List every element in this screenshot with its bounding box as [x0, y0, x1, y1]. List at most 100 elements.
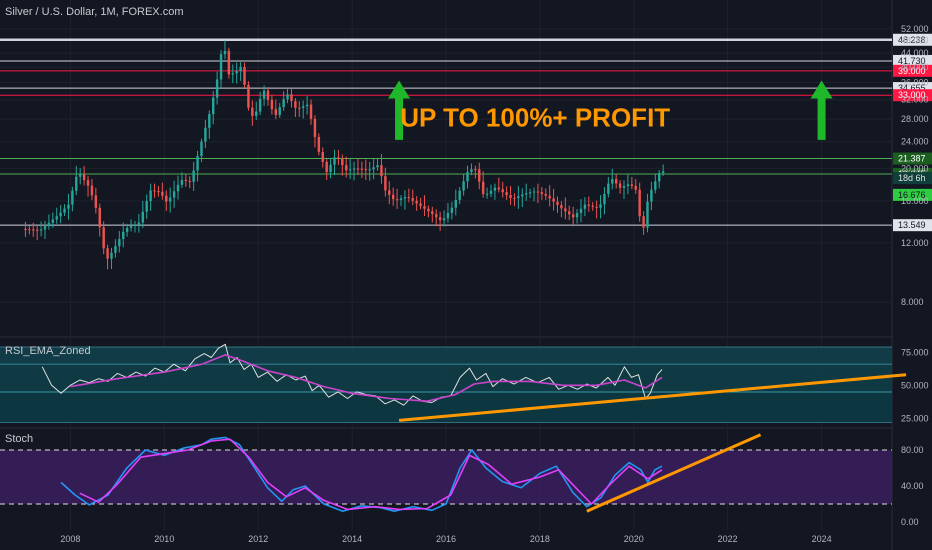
candle-body — [71, 190, 74, 205]
candle-body — [168, 197, 172, 202]
candle-body — [458, 190, 461, 200]
candle-body — [352, 168, 356, 170]
price-tick-label: 52.000 — [901, 24, 929, 34]
candle-body — [75, 176, 78, 191]
candle-body — [266, 90, 270, 100]
price-tag-label: 18d 6h — [898, 173, 926, 183]
rsi-trendline[interactable] — [398, 373, 907, 422]
candle-body — [474, 169, 477, 171]
candle-body — [568, 211, 571, 215]
candle-body — [255, 111, 258, 116]
candle-body — [380, 165, 383, 177]
candle-body — [497, 187, 501, 190]
candle-body — [583, 204, 587, 209]
candle-body — [661, 171, 665, 173]
candle-body — [376, 165, 379, 168]
candle-body — [110, 252, 113, 259]
candlesticks — [24, 40, 665, 270]
candle-body — [102, 227, 105, 249]
price-tick-label: 32.000 — [901, 95, 929, 105]
price-tag-support-tag — [893, 188, 932, 201]
candle-body — [556, 201, 559, 206]
candle-body — [564, 208, 567, 212]
candle-body — [618, 183, 622, 188]
candle-body — [337, 157, 340, 159]
candle-body — [634, 185, 637, 190]
rsi-tick-label: 25.000 — [901, 413, 929, 423]
candle-body — [560, 205, 563, 209]
rsi-indicator-title[interactable]: RSI_EMA_Zoned — [5, 345, 91, 357]
green-arrow-head — [810, 80, 833, 99]
candle-body — [521, 194, 524, 197]
stoch-line-d — [79, 438, 663, 511]
candle-body — [212, 97, 215, 115]
price-tick-label: 12.000 — [901, 238, 929, 248]
price-tick-label: 36.000 — [901, 78, 929, 88]
candle-body — [305, 104, 309, 107]
price-tick-label: 44.000 — [901, 48, 929, 58]
candle-body — [333, 157, 336, 165]
candle-body — [59, 212, 62, 217]
candle-body — [552, 198, 555, 202]
candle-body — [622, 186, 626, 188]
stoch-tick-label: 40.00 — [901, 481, 924, 491]
horizontal-levels[interactable]: 48.23841.73039.00034.65533.00021.38719.2… — [0, 33, 932, 232]
price-tag-countdown — [893, 172, 932, 185]
candle-body — [462, 181, 465, 191]
stoch-band — [0, 450, 892, 504]
rsi-pane[interactable] — [0, 343, 907, 423]
candle-body — [384, 176, 387, 191]
candle-body — [157, 191, 160, 193]
candle-body — [450, 207, 454, 213]
candle-body — [262, 90, 266, 99]
candle-body — [239, 66, 242, 72]
candle-body — [118, 238, 121, 247]
candle-body — [32, 229, 35, 231]
candle-body — [395, 199, 399, 201]
stoch-indicator-title[interactable]: Stoch — [5, 433, 34, 445]
rsi-line-ema — [70, 354, 663, 402]
candle-body — [94, 195, 98, 208]
candle-body — [536, 191, 540, 193]
candle-body — [67, 204, 70, 209]
stoch-pane[interactable] — [0, 433, 892, 513]
level-tag-label: 21.387 — [898, 154, 926, 164]
x-tick-label: 2024 — [812, 534, 832, 544]
candle-body — [43, 226, 47, 230]
candle-body — [607, 183, 610, 194]
candle-body — [466, 172, 469, 182]
candle-body — [540, 192, 544, 194]
candle-body — [294, 101, 297, 108]
candle-body — [125, 227, 129, 232]
candle-body — [470, 169, 473, 173]
candle-body — [587, 204, 591, 206]
candle-body — [215, 79, 219, 98]
candle-body — [630, 184, 634, 186]
candle-body — [278, 107, 281, 116]
candle-body — [399, 198, 403, 201]
candle-body — [407, 197, 411, 199]
candle-body — [122, 231, 125, 239]
x-tick-label: 2008 — [60, 534, 80, 544]
candle-body — [258, 98, 262, 112]
level-tag — [893, 89, 932, 102]
candle-body — [145, 201, 148, 212]
candle-body — [654, 181, 657, 190]
rsi-zone — [0, 364, 892, 392]
candle-body — [35, 229, 39, 231]
candle-body — [329, 164, 332, 173]
candle-body — [90, 185, 94, 196]
candle-body — [391, 194, 395, 200]
candle-body — [356, 168, 360, 170]
stoch-trendline[interactable] — [586, 433, 762, 513]
candle-body — [184, 179, 188, 181]
price-tick-label: 24.000 — [901, 137, 929, 147]
candle-body — [544, 193, 547, 196]
candle-body — [489, 190, 493, 194]
candle-body — [478, 169, 481, 182]
green-arrow-shaft — [817, 96, 826, 140]
candle-body — [309, 104, 313, 119]
candle-body — [153, 190, 156, 192]
candle-body — [55, 216, 58, 220]
candle-body — [180, 179, 184, 185]
